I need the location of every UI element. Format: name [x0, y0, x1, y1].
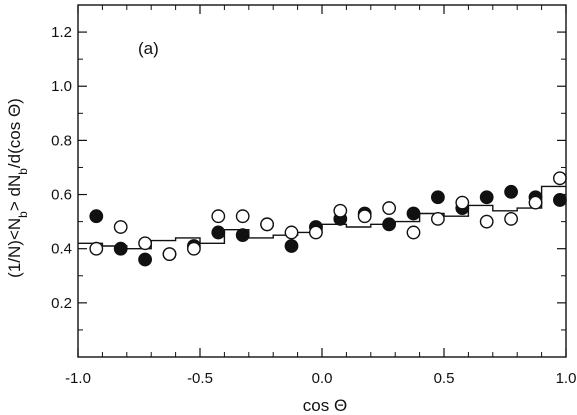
open-data-point [479, 214, 494, 229]
y-axis-label-part: /d(cos Θ) [5, 98, 24, 168]
open-data-point [211, 209, 226, 224]
open-data-point [504, 212, 518, 226]
y-tick-label: 0.8 [51, 132, 72, 149]
open-data-point [430, 212, 445, 226]
open-data-point [89, 241, 104, 256]
open-data-point [186, 241, 201, 256]
plot-frame [77, 4, 567, 358]
filled-data-point [138, 252, 153, 267]
panel-label: (a) [138, 39, 159, 58]
x-tick-label: 1.0 [556, 370, 577, 387]
filled-data-point [406, 206, 421, 221]
filled-data-point [479, 190, 494, 205]
y-tick-label: 0.6 [51, 187, 72, 204]
open-data-point [333, 203, 348, 218]
filled-data-point [235, 228, 250, 243]
y-axis-label-subscript: b [16, 168, 30, 175]
open-data-point [382, 201, 396, 215]
open-data-point [235, 209, 250, 224]
tick-labels: -1.0 -0.5 0.0 0.5 1.0 0.2 0.4 0.6 0.8 1.0 1.2 [51, 24, 576, 387]
open-data-point [406, 225, 421, 240]
y-axis-label-part: > dN [5, 175, 24, 211]
filled-data-point [430, 190, 445, 205]
x-tick-label: 0.0 [312, 370, 333, 387]
x-tick-label: -0.5 [187, 370, 213, 387]
y-axis-label: (1/N)<Nb> dNb/d(cos Θ) [5, 98, 30, 278]
open-data-point [357, 209, 372, 224]
open-data-point [308, 225, 323, 240]
ticks [77, 5, 567, 357]
open-data-point [260, 217, 274, 232]
open-data-point [113, 220, 128, 234]
filled-data-point [382, 217, 396, 232]
y-axis-label-subscript: b [16, 211, 30, 218]
y-tick-label: 1.2 [51, 24, 72, 41]
filled-data-point [553, 193, 567, 207]
data-points [89, 171, 567, 267]
y-tick-label: 0.2 [51, 295, 72, 312]
x-tick-label: 0.5 [434, 370, 455, 387]
open-data-point [138, 236, 153, 251]
filled-data-point [113, 241, 128, 256]
open-data-point [455, 195, 470, 210]
filled-data-point [89, 209, 104, 224]
open-data-point [528, 195, 543, 210]
y-axis-label-part: (1/N)<N [5, 218, 24, 278]
open-data-point [553, 171, 567, 186]
x-tick-label: -1.0 [65, 370, 91, 387]
filled-data-point [504, 184, 518, 199]
x-axis-label: cos Θ [303, 396, 347, 415]
open-data-point [162, 247, 177, 262]
y-tick-label: 0.4 [51, 241, 72, 258]
filled-data-point [284, 239, 299, 253]
open-data-point [284, 225, 299, 240]
y-tick-label: 1.0 [51, 78, 72, 95]
filled-data-point [211, 225, 226, 240]
